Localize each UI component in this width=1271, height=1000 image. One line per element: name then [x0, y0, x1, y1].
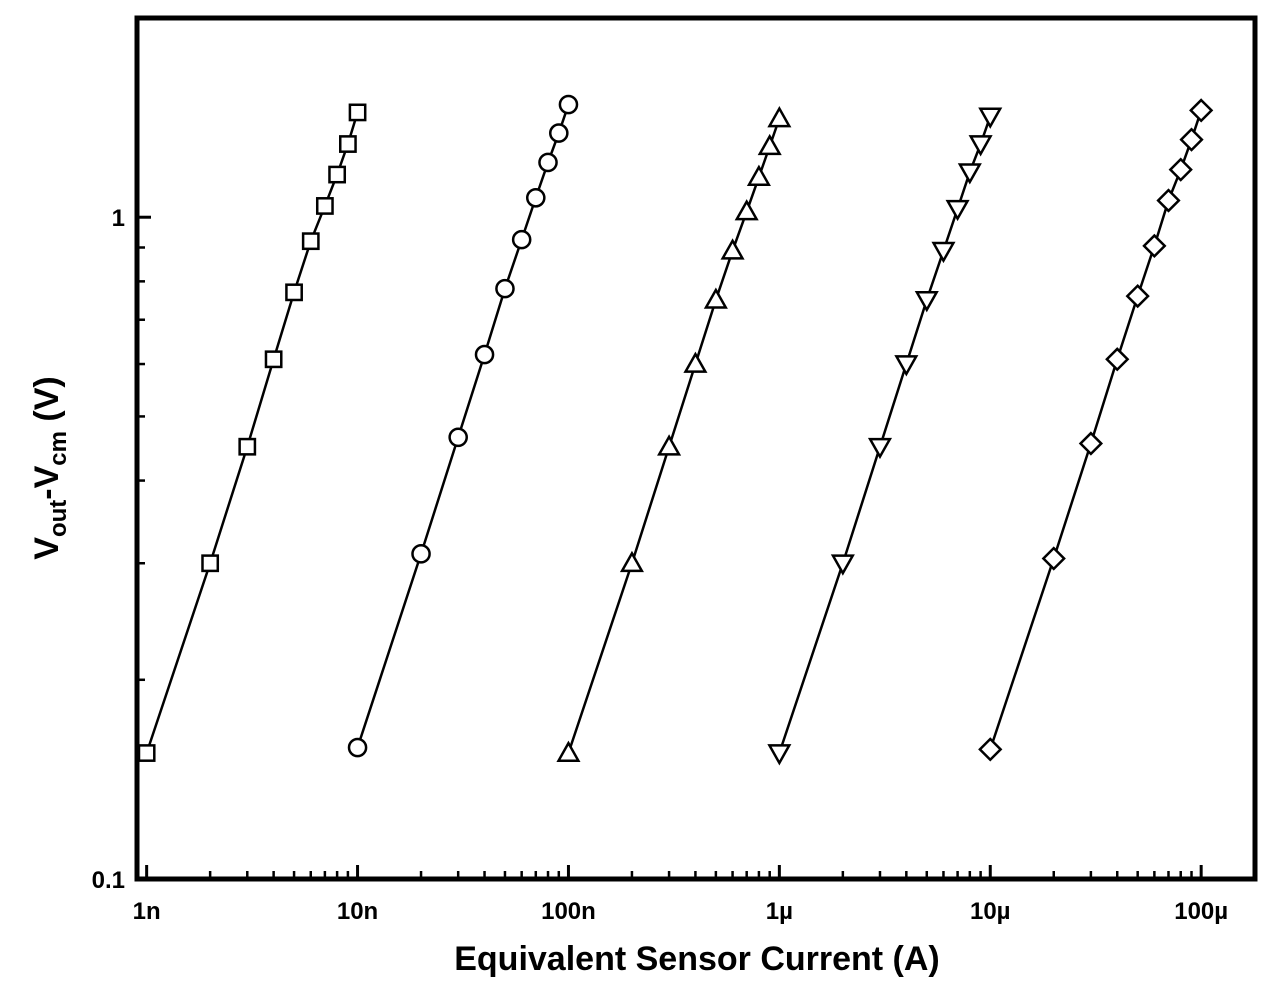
- data-point-triangle-up: [556, 740, 581, 762]
- series-line: [145, 112, 359, 754]
- data-point-square: [285, 283, 303, 302]
- data-point-square: [348, 103, 367, 122]
- data-point-triangle-up: [619, 550, 644, 573]
- data-point-diamond: [1125, 283, 1150, 309]
- x-tick-label: 10µ: [970, 898, 1011, 925]
- x-axis: 1n 10n 100n 1µ 10µ 100µ: [133, 865, 1228, 925]
- data-point-triangle-down: [830, 554, 855, 576]
- data-point-triangle-up: [703, 287, 728, 309]
- x-tick-label: 1µ: [766, 898, 793, 925]
- data-point-triangle-up: [657, 434, 682, 456]
- y-axis-title-part-1: V: [28, 537, 66, 560]
- x-tick-label: 100µ: [1174, 898, 1228, 925]
- x-tick-label: 10n: [337, 898, 378, 925]
- data-point-triangle-down: [767, 744, 792, 766]
- x-tick-label: 1n: [133, 898, 161, 925]
- data-point-square: [137, 744, 156, 762]
- data-point-diamond: [1105, 347, 1130, 372]
- series-line: [567, 118, 781, 754]
- data-point-square: [328, 165, 347, 184]
- data-point-triangle-down: [968, 135, 993, 157]
- data-point-square: [301, 232, 320, 251]
- data-point-square: [315, 197, 334, 215]
- data-point-circle: [411, 544, 431, 564]
- y-axis-title-part-3: -V: [28, 465, 66, 499]
- data-point-square: [264, 350, 283, 369]
- data-point-circle: [448, 427, 468, 448]
- data-point-triangle-down: [945, 199, 970, 222]
- data-point-square: [339, 135, 357, 153]
- data-point-diamond: [1041, 546, 1066, 571]
- data-point-diamond: [1142, 233, 1167, 259]
- data-point-circle: [511, 229, 532, 250]
- data-point-circle: [474, 344, 495, 365]
- data-point-triangle-down: [978, 107, 1003, 129]
- data-point-triangle-up: [734, 199, 759, 221]
- series-4: [767, 107, 1003, 766]
- y-tick-label: 0.1: [92, 867, 125, 894]
- data-point-triangle-down: [931, 241, 956, 264]
- y-axis: 0.11: [92, 16, 151, 894]
- data-point-diamond: [1078, 431, 1104, 456]
- data-point-diamond: [1189, 98, 1214, 123]
- data-point-triangle-down: [957, 163, 982, 185]
- y-axis-title: Vout-Vcm (V): [28, 376, 72, 559]
- data-point-circle: [538, 152, 558, 173]
- data-point-circle: [549, 123, 569, 143]
- data-point-circle: [347, 737, 368, 758]
- data-point-circle: [495, 278, 515, 299]
- y-axis-title-part-5: (V): [28, 376, 66, 431]
- data-point-triangle-up: [767, 106, 792, 128]
- data-point-triangle-down: [914, 290, 939, 313]
- series-line: [989, 110, 1203, 750]
- y-tick-label: 1: [112, 205, 125, 232]
- data-point-diamond: [1179, 127, 1204, 152]
- data-point-triangle-up: [683, 351, 708, 373]
- y-axis-title-part-2: out: [45, 500, 72, 537]
- y-axis-title-part-4: cm: [45, 431, 72, 466]
- data-point-circle: [525, 187, 546, 208]
- data-point-triangle-down: [894, 355, 919, 377]
- data-point-triangle-up: [720, 238, 745, 260]
- data-point-triangle-up: [746, 164, 771, 186]
- x-tick-label: 100n: [541, 898, 596, 925]
- data-point-diamond: [978, 737, 1003, 762]
- data-point-square: [238, 437, 257, 456]
- series-line: [778, 116, 992, 754]
- data-point-triangle-down: [867, 437, 893, 460]
- series-line: [356, 104, 570, 748]
- series-2: [347, 94, 579, 758]
- data-point-square: [201, 554, 220, 573]
- x-axis-title: Equivalent Sensor Current (A): [454, 940, 940, 978]
- series-layer: [137, 94, 1214, 766]
- series-3: [556, 106, 792, 762]
- data-point-triangle-up: [757, 133, 782, 156]
- data-point-diamond: [1156, 188, 1181, 213]
- data-point-circle: [558, 94, 579, 115]
- series-1: [137, 103, 367, 762]
- series-5: [978, 98, 1214, 762]
- data-point-diamond: [1168, 157, 1193, 182]
